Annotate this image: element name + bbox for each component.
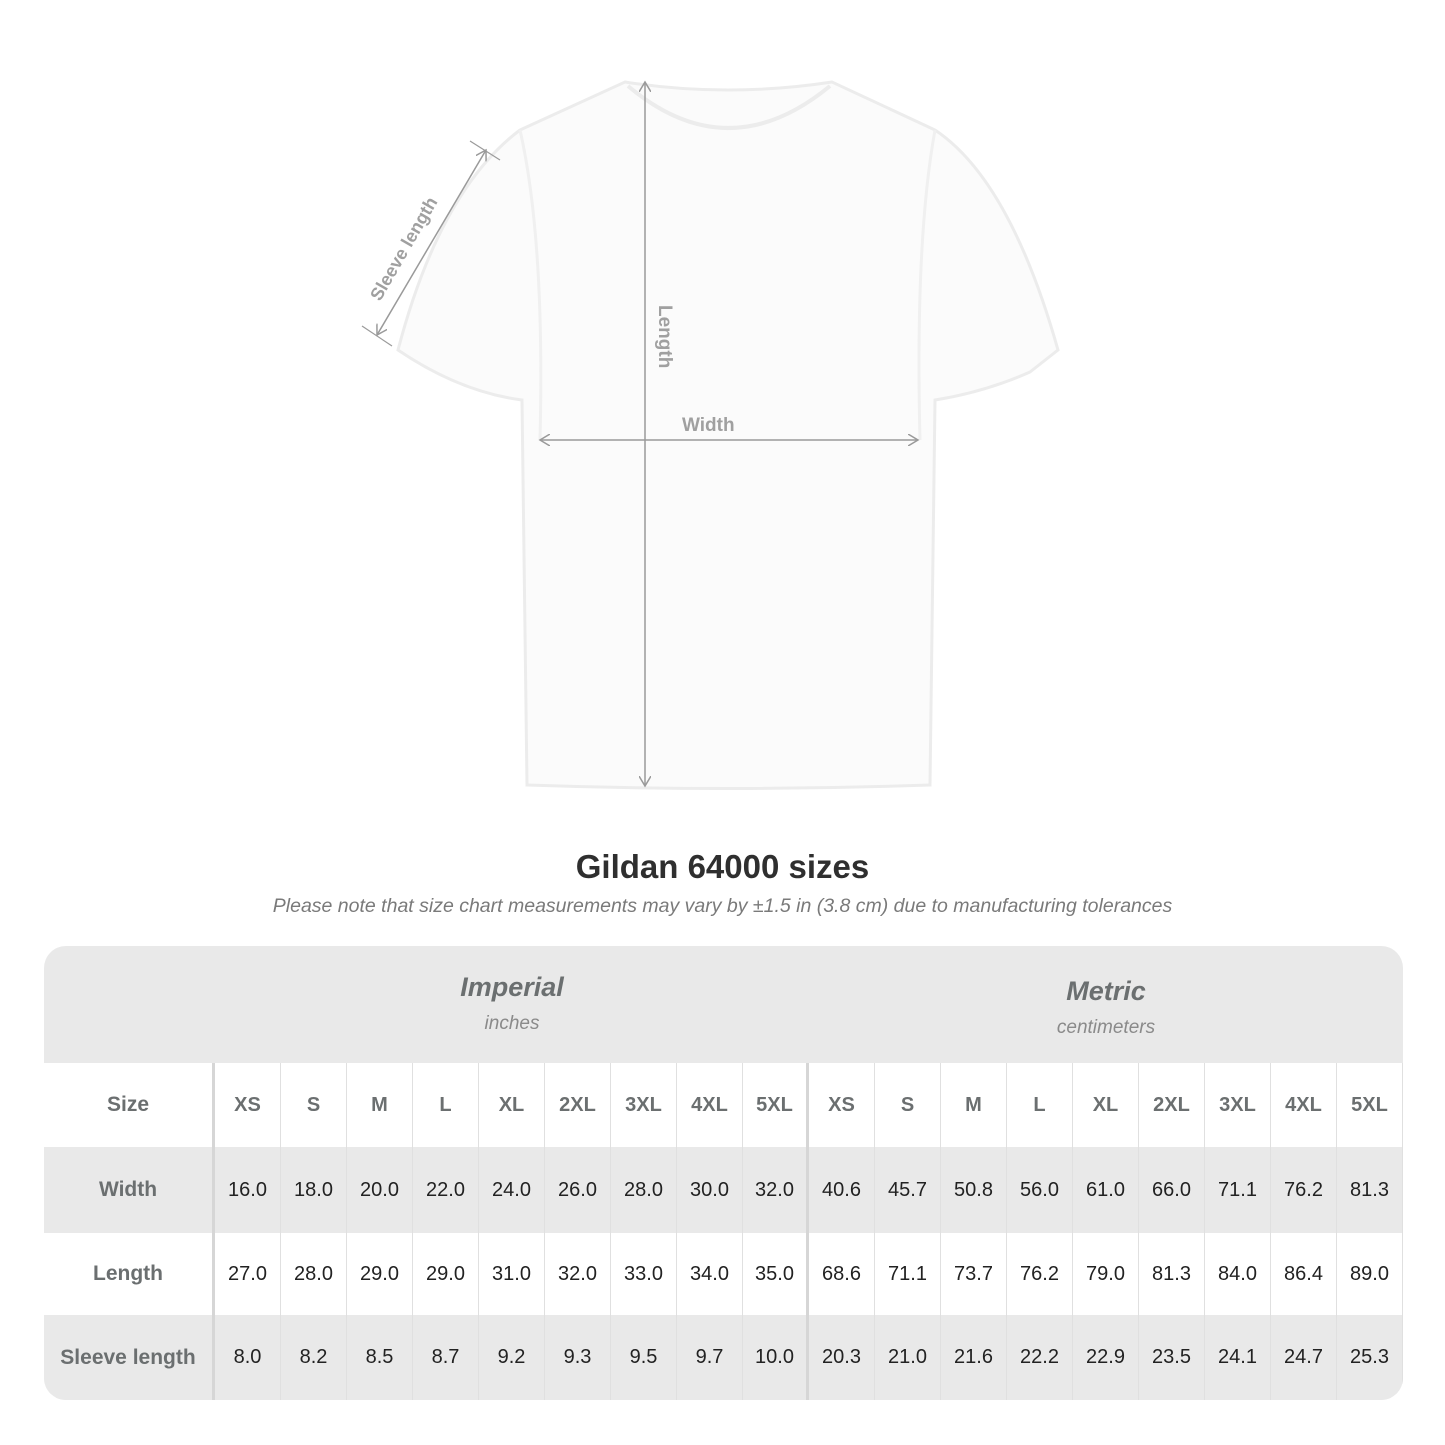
table-cell: 61.0 — [1073, 1147, 1139, 1233]
table-row-width: Width 16.0 18.0 20.0 22.0 24.0 26.0 28.0 30.0 32.… — [44, 1147, 1403, 1233]
table-cell: 4XL — [677, 1063, 743, 1147]
metric-header: Metric centimeters — [809, 950, 1403, 1067]
table-cell: 16.0 — [215, 1147, 281, 1233]
table-cell: L — [413, 1063, 479, 1147]
sleeve-arrow — [377, 150, 486, 335]
table-cell: 45.7 — [875, 1147, 941, 1233]
table-cell: 24.7 — [1271, 1315, 1337, 1400]
row-label: Length — [44, 1233, 215, 1315]
table-cell: 34.0 — [677, 1233, 743, 1315]
table-cell: 10.0 — [743, 1315, 809, 1400]
page-title: Gildan 64000 sizes — [575, 848, 870, 885]
table-cell: 9.7 — [677, 1315, 743, 1400]
size-header-row: Size XS S M L XL 2XL 3XL 4XL 5XL XS S M L XL 2XL 3XL 4XL 5… — [44, 1063, 1403, 1147]
table-cell: 27.0 — [215, 1233, 281, 1315]
table-cell: 25.3 — [1337, 1315, 1403, 1400]
imperial-header: Imperial inches — [215, 946, 809, 1063]
table-cell: 5XL — [743, 1063, 809, 1147]
table-cell: 20.3 — [809, 1315, 875, 1400]
table-cell: 8.0 — [215, 1315, 281, 1400]
table-cell: M — [941, 1063, 1007, 1147]
table-cell: M — [347, 1063, 413, 1147]
imperial-label: Imperial — [460, 972, 564, 1002]
table-cell: 24.0 — [479, 1147, 545, 1233]
table-cell: 29.0 — [347, 1233, 413, 1315]
table-cell: 35.0 — [743, 1233, 809, 1315]
metric-unit: centimeters — [1056, 1017, 1156, 1038]
table-cell: 68.6 — [809, 1233, 875, 1315]
table-cell: 21.6 — [941, 1315, 1007, 1400]
table-cell: S — [875, 1063, 941, 1147]
right-sleeve-seam — [917, 129, 937, 441]
sleeve-arrow-end-tick — [361, 325, 393, 347]
table-cell: 8.5 — [347, 1315, 413, 1400]
table-cell: 30.0 — [677, 1147, 743, 1233]
table-cell: 76.2 — [1271, 1147, 1337, 1233]
table-cell: 2XL — [545, 1063, 611, 1147]
table-cell: 20.0 — [347, 1147, 413, 1233]
table-cell: 31.0 — [479, 1233, 545, 1315]
table-cell: 33.0 — [611, 1233, 677, 1315]
table-cell: 32.0 — [545, 1233, 611, 1315]
table-cell: 71.1 — [1205, 1147, 1271, 1233]
table-cell: 28.0 — [611, 1147, 677, 1233]
metric-label: Metric — [1066, 976, 1146, 1006]
length-label: Length — [654, 305, 675, 368]
imperial-unit: inches — [484, 1013, 540, 1034]
tshirt-diagram: Sleeve length Length Width — [361, 80, 1060, 790]
table-cell: 9.5 — [611, 1315, 677, 1400]
left-sleeve-seam — [518, 129, 543, 441]
table-cell: 66.0 — [1139, 1147, 1205, 1233]
table-cell: 84.0 — [1205, 1233, 1271, 1315]
width-label: Width — [682, 415, 735, 436]
table-cell: 89.0 — [1337, 1233, 1403, 1315]
table-cell: 3XL — [1205, 1063, 1271, 1147]
table-cell: 26.0 — [545, 1147, 611, 1233]
table-cell: 86.4 — [1271, 1233, 1337, 1315]
table-cell: S — [281, 1063, 347, 1147]
table-cell: 22.0 — [413, 1147, 479, 1233]
tolerance-note: Please note that size chart measurements… — [272, 895, 1173, 917]
table-cell: 5XL — [1337, 1063, 1403, 1147]
table-cell: 56.0 — [1007, 1147, 1073, 1233]
table-cell: 8.7 — [413, 1315, 479, 1400]
table-cell: 23.5 — [1139, 1315, 1205, 1400]
row-label: Width — [44, 1147, 215, 1233]
table-cell: 18.0 — [281, 1147, 347, 1233]
table-cell: L — [1007, 1063, 1073, 1147]
table-cell: 76.2 — [1007, 1233, 1073, 1315]
table-cell: 24.1 — [1205, 1315, 1271, 1400]
table-cell: XL — [1073, 1063, 1139, 1147]
table-cell: 81.3 — [1139, 1233, 1205, 1315]
sleeve-arrow-start-tick — [469, 140, 501, 161]
table-row-sleeve-length: Sleeve length 8.0 8.2 8.5 8.7 9.2 9.3 9.5 9.7 10.… — [44, 1315, 1403, 1400]
table-cell: 22.9 — [1073, 1315, 1139, 1400]
table-cell: 40.6 — [809, 1147, 875, 1233]
table-cell: 73.7 — [941, 1233, 1007, 1315]
table-cell: 79.0 — [1073, 1233, 1139, 1315]
table-cell: XS — [215, 1063, 281, 1147]
table-cell: 3XL — [611, 1063, 677, 1147]
table-cell: 8.2 — [281, 1315, 347, 1400]
table-cell: 2XL — [1139, 1063, 1205, 1147]
row-label: Size — [44, 1063, 215, 1147]
table-cell: 22.2 — [1007, 1315, 1073, 1400]
table-cell: 21.0 — [875, 1315, 941, 1400]
table-cell: 29.0 — [413, 1233, 479, 1315]
table-cell: 28.0 — [281, 1233, 347, 1315]
table-cell: XL — [479, 1063, 545, 1147]
table-cell: 50.8 — [941, 1147, 1007, 1233]
collar — [626, 84, 832, 130]
table-cell: 9.3 — [545, 1315, 611, 1400]
table-cell: 9.2 — [479, 1315, 545, 1400]
row-label: Sleeve length — [44, 1315, 215, 1400]
table-cell: 71.1 — [875, 1233, 941, 1315]
table-cell: 4XL — [1271, 1063, 1337, 1147]
size-chart-table: Imperial inches Metric centimeters Size X… — [44, 946, 1403, 1400]
table-cell: 32.0 — [743, 1147, 809, 1233]
table-cell: 81.3 — [1337, 1147, 1403, 1233]
table-cell: XS — [809, 1063, 875, 1147]
table-row-length: Length 27.0 28.0 29.0 29.0 31.0 32.0 33.0 34.0 35… — [44, 1233, 1403, 1315]
